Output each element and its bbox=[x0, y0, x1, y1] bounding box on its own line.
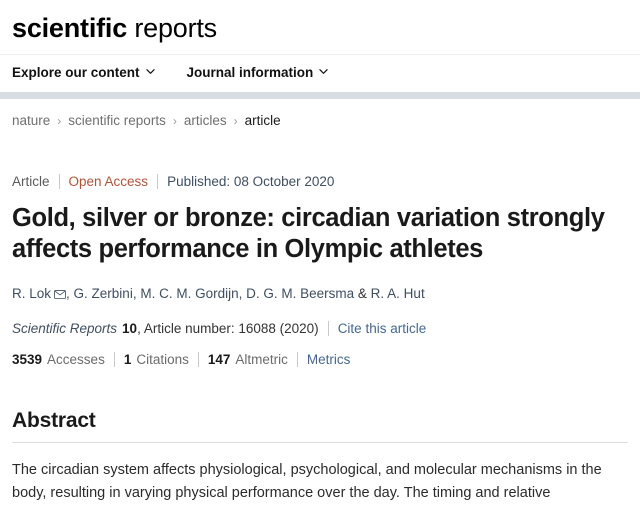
author-separator: , bbox=[132, 285, 141, 301]
nav-item-journal-information[interactable]: Journal information bbox=[187, 65, 329, 80]
article-type-label: Article bbox=[12, 174, 50, 190]
breadcrumb: nature › scientific reports › articles ›… bbox=[0, 99, 640, 128]
breadcrumb-item-article-current: article bbox=[244, 113, 281, 129]
journal-citation-line: Scientific Reports 10, Article number: 16… bbox=[12, 320, 628, 336]
journal-logo[interactable]: scientific reports bbox=[12, 14, 628, 42]
accesses-label: Accesses bbox=[47, 351, 105, 367]
masthead: scientific reports bbox=[0, 0, 640, 56]
author-link-4[interactable]: D. G. M. Beersma bbox=[246, 285, 355, 301]
chevron-down-icon bbox=[145, 67, 155, 76]
envelope-icon[interactable] bbox=[54, 289, 66, 299]
meta-divider bbox=[157, 174, 159, 190]
chevron-down-icon bbox=[319, 67, 328, 76]
altmetric-count: 147 bbox=[207, 351, 231, 367]
open-access-badge[interactable]: Open Access bbox=[68, 174, 149, 190]
meta-divider bbox=[113, 351, 115, 367]
breadcrumb-separator: › bbox=[172, 113, 177, 128]
journal-volume: 10 bbox=[122, 320, 138, 336]
breadcrumb-separator: › bbox=[57, 113, 62, 128]
citations-label: Citations bbox=[136, 351, 189, 367]
abstract-heading: Abstract bbox=[12, 408, 96, 432]
breadcrumb-item-articles[interactable]: articles bbox=[183, 113, 227, 129]
metrics-bar: 3539 Accesses 1 Citations 147 Altmetric … bbox=[12, 351, 628, 367]
altmetric-label: Altmetric bbox=[235, 351, 288, 367]
author-separator: , bbox=[66, 285, 74, 301]
nav-item-label: Journal information bbox=[186, 65, 314, 81]
citations-count: 1 bbox=[123, 351, 132, 367]
breadcrumb-separator: › bbox=[233, 113, 238, 128]
author-list: R. Lok, G. Zerbini, M. C. M. Gordijn, D.… bbox=[12, 284, 628, 304]
breadcrumb-item-nature[interactable]: nature bbox=[12, 113, 51, 129]
author-last-join: & bbox=[354, 285, 371, 301]
article-content: Article Open Access Published: 08 Octobe… bbox=[0, 174, 640, 505]
cite-this-article-link[interactable]: Cite this article bbox=[337, 320, 427, 336]
article-number: , Article number: 16088 (2020) bbox=[137, 320, 319, 336]
abstract-divider bbox=[12, 441, 628, 443]
metrics-link[interactable]: Metrics bbox=[306, 351, 351, 367]
logo-word-reports: reports bbox=[127, 13, 217, 43]
main-navigation: Explore our content Journal information bbox=[0, 55, 640, 92]
nav-item-label: Explore our content bbox=[12, 65, 140, 81]
breadcrumb-item-scientific-reports[interactable]: scientific reports bbox=[68, 113, 166, 129]
author-link-3[interactable]: M. C. M. Gordijn bbox=[140, 285, 239, 301]
meta-divider bbox=[327, 320, 329, 336]
author-link-5[interactable]: R. A. Hut bbox=[370, 285, 425, 301]
page-title: Gold, silver or bronze: circadian variat… bbox=[12, 204, 605, 264]
author-link-2[interactable]: G. Zerbini bbox=[73, 285, 133, 301]
article-meta-bar: Article Open Access Published: 08 Octobe… bbox=[12, 174, 628, 190]
author-link-1[interactable]: R. Lok bbox=[12, 285, 52, 301]
author-separator: , bbox=[238, 285, 247, 301]
abstract-text: The circadian system affects physiologic… bbox=[12, 461, 602, 502]
accesses-count: 3539 bbox=[12, 351, 43, 367]
meta-divider bbox=[197, 351, 199, 367]
nav-item-explore-our-content[interactable]: Explore our content bbox=[12, 65, 155, 80]
published-date: Published: 08 October 2020 bbox=[167, 174, 335, 190]
meta-divider bbox=[58, 174, 60, 190]
journal-name-link[interactable]: Scientific Reports bbox=[12, 320, 118, 336]
section-divider-band bbox=[0, 92, 640, 100]
logo-word-scientific: scientific bbox=[12, 13, 128, 43]
meta-divider bbox=[296, 351, 298, 367]
